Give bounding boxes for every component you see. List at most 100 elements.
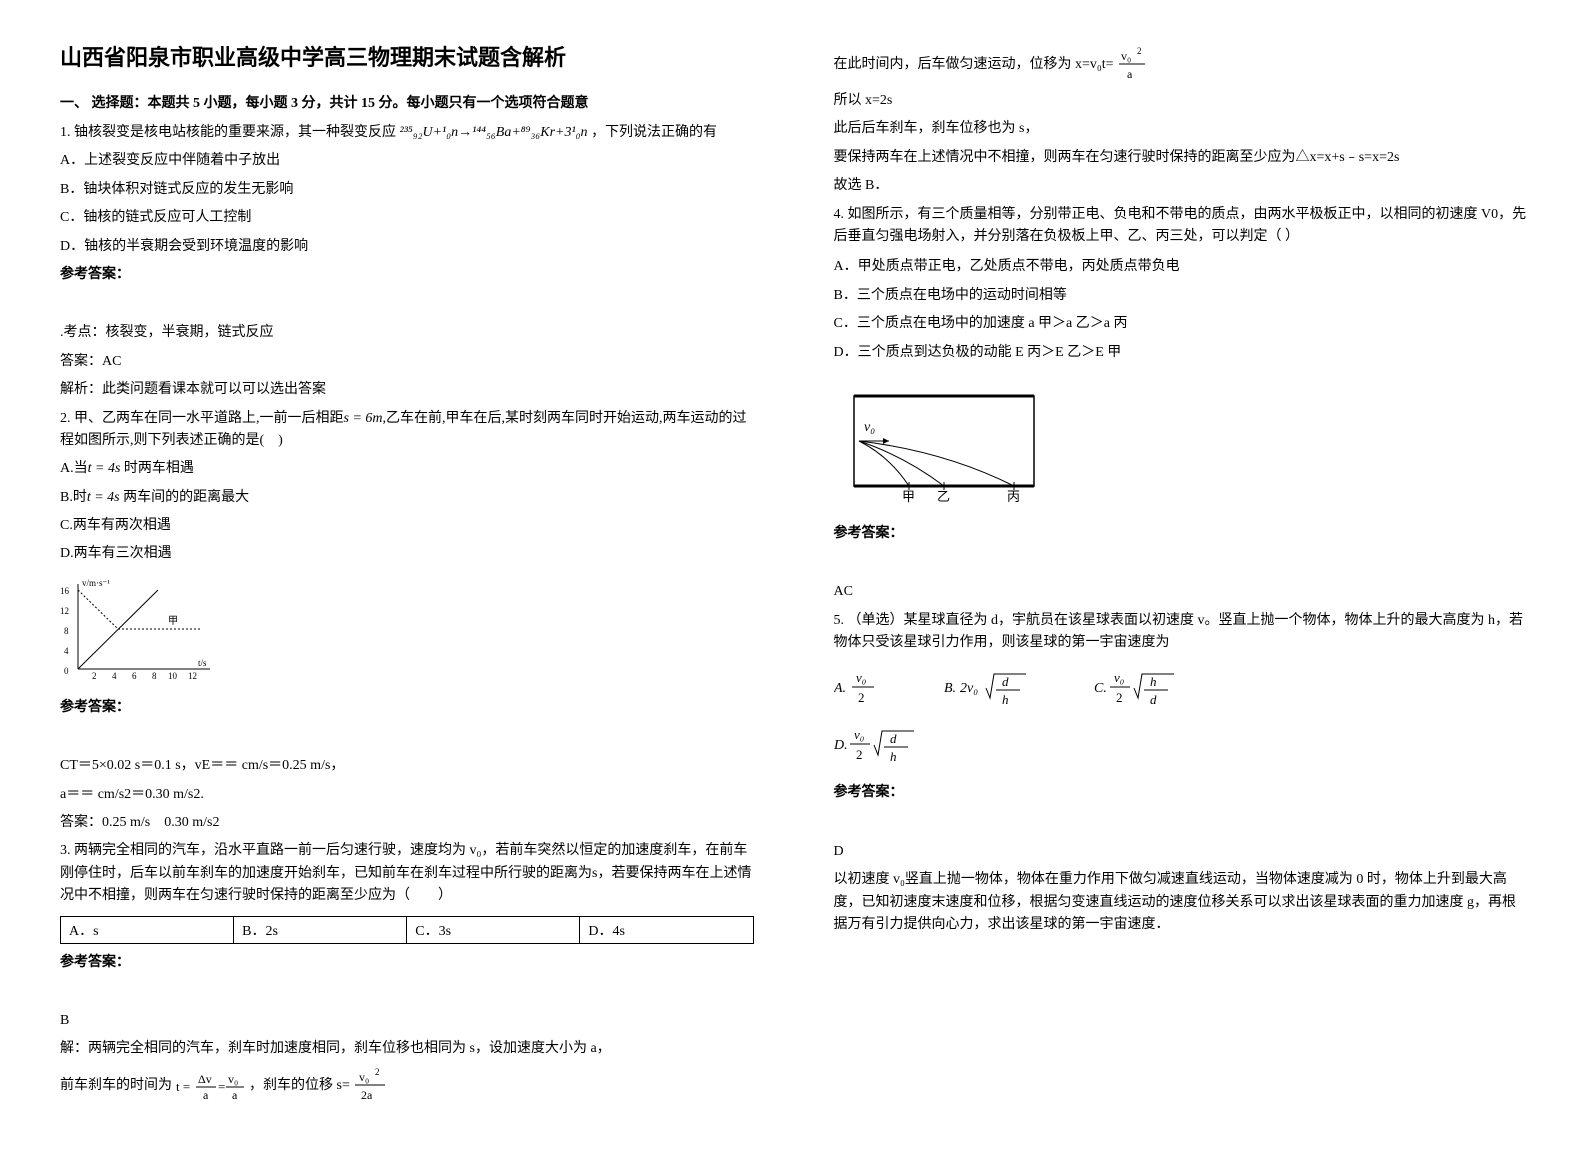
svg-text:a: a <box>203 1088 209 1102</box>
r-l2: 所以 x=2s <box>834 90 1528 112</box>
q1-opt-c: C．铀核的链式反应可人工控制 <box>60 207 754 229</box>
q5-answer-label: 参考答案： <box>834 782 1528 804</box>
q4-opt-c: C．三个质点在电场中的加速度 a 甲＞a 乙＞a 丙 <box>834 313 1528 335</box>
svg-text:丙: 丙 <box>1007 489 1020 504</box>
svg-text:甲: 甲 <box>902 489 915 504</box>
svg-text:v₀: v₀ <box>1114 670 1124 685</box>
svg-text:0: 0 <box>64 666 69 676</box>
section-header: 一、 选择题：本题共 5 小题，每小题 3 分，共计 15 分。每小题只有一个选… <box>60 92 754 112</box>
q5-opt-c: C. v₀ 2 h d <box>1094 666 1184 713</box>
svg-text:d: d <box>1002 674 1009 689</box>
q1-opt-b: B．铀块体积对链式反应的发生无影响 <box>60 179 754 201</box>
question-5-stem: 5. （单选）某星球直径为 d，宇航员在该星球表面以初速度 v。竖直上抛一个物体… <box>834 610 1528 655</box>
r-l3: 此后后车刹车，刹车位移也为 s， <box>834 118 1528 140</box>
svg-text:h: h <box>1150 674 1157 689</box>
svg-text:D.: D. <box>834 738 848 753</box>
q2-opt-d: D.两车有三次相遇 <box>60 543 754 565</box>
svg-text:v₀: v₀ <box>359 1070 369 1084</box>
svg-text:A.: A. <box>834 681 846 696</box>
q4-opt-d: D．三个质点到达负极的动能 E 丙＞E 乙＞E 甲 <box>834 342 1528 364</box>
svg-text:v₀: v₀ <box>864 420 875 435</box>
svg-text:v₀: v₀ <box>1121 49 1131 63</box>
svg-text:16: 16 <box>60 586 70 596</box>
r-l4: 要保持两车在上述情况中不相撞，则两车在匀速行驶时保持的距离至少应为△x=x+s﹣… <box>834 147 1528 169</box>
q2-opt-c: C.两车有两次相遇 <box>60 515 754 537</box>
svg-text:d: d <box>1150 692 1157 707</box>
question-3-stem: 3. 两辆完全相同的汽车，沿水平直路一前一后匀速行驶，速度均为 v₀，若前车突然… <box>60 840 754 907</box>
q5-jiexi: 以初速度 v₀竖直上抛一物体，物体在重力作用下做匀减速直线运动，当物体速度减为 … <box>834 869 1528 936</box>
svg-text:2a: 2a <box>361 1088 373 1102</box>
q2-opt-a: A.当t = 4s 时两车相遇 <box>60 458 754 480</box>
svg-text:2v₀: 2v₀ <box>960 681 978 696</box>
svg-text:4: 4 <box>112 671 117 681</box>
q4-opt-b: B．三个质点在电场中的运动时间相等 <box>834 285 1528 307</box>
q1-jiexi: 解析：此类问题看课本就可以可以选出答案 <box>60 379 754 401</box>
svg-text:C.: C. <box>1094 681 1107 696</box>
svg-text:B.: B. <box>944 681 956 696</box>
q3-answer-label: 参考答案： <box>60 952 754 974</box>
svg-text:a: a <box>1127 67 1133 81</box>
question-2-stem: 2. 甲、乙两车在同一水平道路上,一前一后相距s = 6m,乙车在前,甲车在后,… <box>60 408 754 453</box>
q2-opt-b: B.时t = 4s 两车间的的距离最大 <box>60 487 754 509</box>
q4-answer: AC <box>834 581 1528 603</box>
svg-text:d: d <box>890 731 897 746</box>
svg-text:4: 4 <box>64 646 69 656</box>
q5-options: A. v₀ 2 B. 2v₀ d h C. v₀ <box>834 666 1528 770</box>
svg-text:6: 6 <box>132 671 137 681</box>
question-1-stem: 1. 铀核裂变是核电站核能的重要来源，其一种裂变反应 ²³⁵₉₂U+¹₀n→¹⁴… <box>60 122 754 144</box>
svg-text:a: a <box>232 1088 238 1102</box>
svg-text:2: 2 <box>858 690 865 705</box>
q1-kaodian: .考点：核裂变，半衰期，链式反应 <box>60 322 754 344</box>
r-l5: 故选 B． <box>834 175 1528 197</box>
q1-answer: 答案：AC <box>60 351 754 373</box>
svg-text:t/s: t/s <box>198 658 207 668</box>
q2-answer-label: 参考答案： <box>60 697 754 719</box>
q5-opt-b: B. 2v₀ d h <box>944 666 1034 713</box>
r-l1: 在此时间内，后车做匀速运动，位移为 x=v₀t= v₀ 2 a <box>834 46 1528 84</box>
svg-text:10: 10 <box>168 671 178 681</box>
q5-answer: D <box>834 841 1528 863</box>
q2-line1: CT＝5×0.02 s＝0.1 s，vE＝＝ cm/s＝0.25 m/s， <box>60 755 754 777</box>
q3-options-table: A．s B．2s C．3s D．4s <box>60 916 754 944</box>
svg-text:2: 2 <box>1116 690 1123 705</box>
question-4-stem: 4. 如图所示，有三个质量相等，分别带正电、负电和不带电的质点，由两水平极板正中… <box>834 204 1528 249</box>
svg-text:v₀: v₀ <box>856 670 866 685</box>
svg-text:h: h <box>1002 692 1009 707</box>
formula-v02-a: v₀ 2 a <box>1117 46 1151 84</box>
svg-text:v₀: v₀ <box>854 727 864 742</box>
svg-text:甲: 甲 <box>168 616 178 627</box>
svg-text:8: 8 <box>64 626 69 636</box>
q4-opt-a: A．甲处质点带正电，乙处质点不带电，丙处质点带负电 <box>834 256 1528 278</box>
svg-text:Δv: Δv <box>198 1072 212 1086</box>
svg-text:2: 2 <box>92 671 97 681</box>
q3-jie: 解：两辆完全相同的汽车，刹车时加速度相同，刹车位移也相同为 s，设加速度大小为 … <box>60 1038 754 1060</box>
q5-opt-d: D. v₀ 2 d h <box>834 723 1528 770</box>
svg-text:t =: t = <box>176 1079 190 1094</box>
q2-formula-s: s = 6m <box>344 411 383 426</box>
svg-text:=: = <box>218 1079 225 1094</box>
q3-jie-line2: 前车刹车的时间为 t = Δv a = v₀ a ，刹车的位移 s= v₀ 2 … <box>60 1067 754 1105</box>
svg-text:乙: 乙 <box>937 489 950 504</box>
q1-opt-a: A．上述裂变反应中伴随着中子放出 <box>60 150 754 172</box>
svg-text:h: h <box>890 749 897 764</box>
q2-line2: a＝＝ cm/s2＝0.30 m/s2. <box>60 784 754 806</box>
velocity-time-graph: 16 12 8 4 0 2 4 6 8 10 12 v/m·s⁻¹ t/s 甲 <box>60 574 754 689</box>
svg-text:12: 12 <box>60 606 69 616</box>
q1-opt-d: D．铀核的半衰期会受到环境温度的影响 <box>60 236 754 258</box>
svg-text:12: 12 <box>188 671 197 681</box>
q2-line3: 答案：0.25 m/s 0.30 m/s2 <box>60 812 754 834</box>
svg-text:2: 2 <box>375 1067 380 1077</box>
formula-t-deltav: t = Δv a = v₀ a <box>176 1069 246 1103</box>
q1-formula: ²³⁵₉₂U+¹₀n→¹⁴⁴₅₆Ba+⁸⁹₃₆Kr+3¹₀n <box>400 125 588 140</box>
svg-text:2: 2 <box>1137 46 1142 56</box>
q4-diagram: v₀ 甲 乙 丙 <box>834 376 1528 511</box>
formula-s-v02: v₀ 2 2a <box>353 1067 391 1105</box>
svg-text:v₀: v₀ <box>228 1072 238 1086</box>
page-title: 山西省阳泉市职业高级中学高三物理期末试题含解析 <box>60 40 754 72</box>
q1-answer-label: 参考答案： <box>60 264 754 286</box>
q5-opt-a: A. v₀ 2 <box>834 666 884 713</box>
q3-answer: B <box>60 1010 754 1032</box>
q4-answer-label: 参考答案： <box>834 523 1528 545</box>
svg-text:v/m·s⁻¹: v/m·s⁻¹ <box>82 578 110 588</box>
svg-text:8: 8 <box>152 671 157 681</box>
